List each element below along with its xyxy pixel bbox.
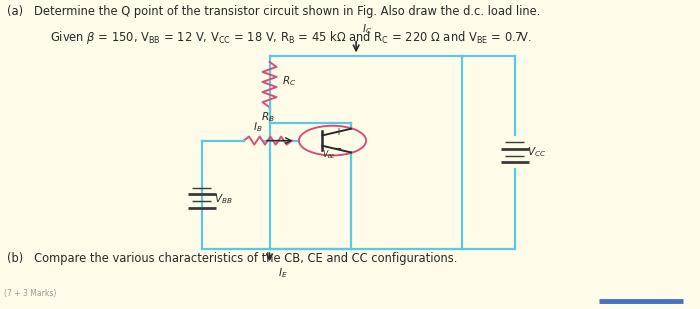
Text: $V_{CC}$: $V_{CC}$ bbox=[527, 145, 546, 159]
Text: −: − bbox=[333, 144, 342, 154]
Text: $I_B$: $I_B$ bbox=[253, 121, 263, 134]
Text: $V_{BB}$: $V_{BB}$ bbox=[214, 193, 233, 206]
Text: $R_C$: $R_C$ bbox=[282, 74, 296, 88]
Text: (b)   Compare the various characteristics of the CB, CE and CC configurations.: (b) Compare the various characteristics … bbox=[7, 252, 457, 265]
Text: (a)   Determine the Q point of the transistor circuit shown in Fig. Also draw th: (a) Determine the Q point of the transis… bbox=[7, 5, 540, 18]
Text: $I_E$: $I_E$ bbox=[278, 266, 288, 280]
Text: Given $\beta$ = 150, V$_{\rm BB}$ = 12 V, V$_{\rm CC}$ = 18 V, R$_{\rm B}$ = 45 : Given $\beta$ = 150, V$_{\rm BB}$ = 12 V… bbox=[50, 29, 532, 46]
Text: $I_C$: $I_C$ bbox=[362, 23, 372, 36]
Text: (7 + 3 Marks): (7 + 3 Marks) bbox=[4, 289, 56, 298]
Text: $V_{BE}$: $V_{BE}$ bbox=[322, 148, 336, 160]
Text: +: + bbox=[333, 127, 342, 138]
Text: $R_B$: $R_B$ bbox=[261, 110, 274, 124]
